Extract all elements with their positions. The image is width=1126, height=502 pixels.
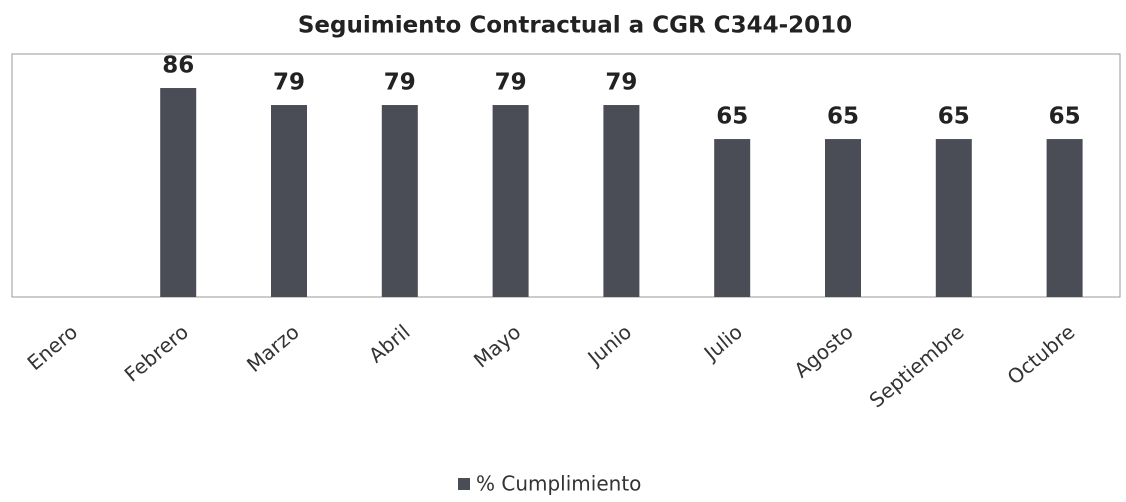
data-label: 65 <box>827 104 859 130</box>
x-tick-label: Julio <box>698 320 747 367</box>
bar <box>492 105 529 297</box>
bar <box>160 88 197 298</box>
bar <box>603 105 640 297</box>
x-tick-label: Agosto <box>789 320 857 383</box>
x-tick-label: Junio <box>582 320 637 371</box>
data-label: 86 <box>162 53 194 79</box>
data-label: 79 <box>605 70 637 96</box>
bar <box>714 139 751 297</box>
x-tick-label: Febrero <box>120 320 193 387</box>
bar <box>935 139 972 297</box>
data-label: 79 <box>273 70 305 96</box>
data-label: 65 <box>1049 104 1081 130</box>
x-tick-label: Mayo <box>469 320 525 373</box>
x-tick-label: Abril <box>364 320 414 368</box>
x-tick-label: Octubre <box>1003 320 1080 390</box>
legend-swatch <box>458 478 470 490</box>
legend-label: % Cumplimiento <box>476 472 641 496</box>
data-label: 65 <box>938 104 970 130</box>
x-tick-label: Marzo <box>242 320 304 377</box>
plot-area <box>11 53 1121 298</box>
x-tick-label: Septiembre <box>865 320 969 413</box>
bar <box>271 105 307 297</box>
data-label: 79 <box>495 70 527 96</box>
chart-title: Seguimiento Contractual a CGR C344-2010 <box>298 13 852 39</box>
bar <box>1046 139 1083 297</box>
bar <box>825 139 861 297</box>
x-tick-label: Enero <box>23 320 83 375</box>
data-label: 65 <box>716 104 748 130</box>
data-label: 79 <box>384 70 416 96</box>
bar <box>381 105 418 297</box>
